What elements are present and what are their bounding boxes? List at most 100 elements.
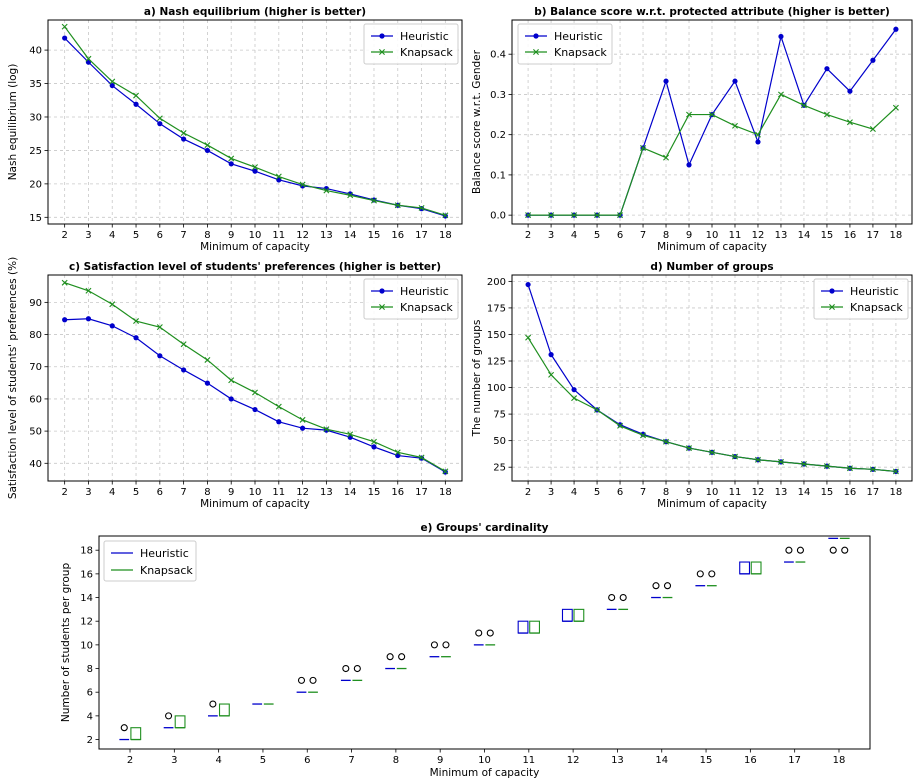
x-tick-label: 2 <box>525 487 531 498</box>
data-point-knapsack <box>594 406 601 413</box>
box-knapsack <box>750 561 762 575</box>
data-point-heuristic <box>204 380 211 386</box>
x-tick-label: 14 <box>798 230 811 241</box>
x-tick-label: 7 <box>640 230 646 241</box>
legend-box <box>813 278 909 320</box>
outlier-point <box>297 676 306 684</box>
x-tick-label: 11 <box>729 487 742 498</box>
legend-label: Knapsack <box>400 301 453 314</box>
x-tick-label: 6 <box>617 487 623 498</box>
data-point-knapsack <box>323 187 330 194</box>
x-tick-label: 9 <box>686 487 692 498</box>
x-tick-label: 2 <box>61 487 67 498</box>
data-point-heuristic <box>824 66 830 72</box>
legend-marker <box>379 304 385 310</box>
x-tick-label: 7 <box>180 230 186 241</box>
data-point-knapsack <box>525 334 532 341</box>
legend-marker <box>829 304 835 310</box>
outlier-point <box>619 593 627 602</box>
data-point-heuristic <box>62 317 68 323</box>
data-point-heuristic <box>204 147 211 154</box>
data-point-knapsack <box>180 341 187 348</box>
x-tick-label: 13 <box>611 755 624 766</box>
y-tick-label: 200 <box>487 277 506 288</box>
box-heuristic <box>517 620 529 634</box>
outlier-point <box>309 676 317 684</box>
data-point-heuristic <box>109 323 115 329</box>
data-point-heuristic <box>893 26 899 32</box>
y-tick-label: 25 <box>29 146 42 157</box>
outlier-point <box>442 641 450 649</box>
y-tick-label: 35 <box>29 79 42 90</box>
data-point-knapsack <box>252 164 258 171</box>
x-tick-label: 2 <box>525 230 531 241</box>
data-point-knapsack <box>394 449 401 456</box>
data-point-knapsack <box>156 115 163 122</box>
data-point-knapsack <box>617 422 624 429</box>
x-tick-label: 7 <box>640 487 646 498</box>
legend: Heuristic Knapsack <box>517 23 613 65</box>
outlier-point <box>796 546 804 554</box>
y-tick-label: 75 <box>493 410 506 421</box>
y-tick-label: 175 <box>487 303 506 314</box>
data-point-heuristic <box>62 35 68 41</box>
data-point-knapsack <box>394 202 401 209</box>
data-point-knapsack <box>347 192 354 199</box>
legend-marker <box>533 49 539 55</box>
data-point-knapsack <box>571 395 578 402</box>
y-axis-label: Balance score w.r.t. Gender <box>471 49 483 194</box>
legend-box <box>103 540 197 582</box>
data-point-knapsack <box>777 458 784 465</box>
data-point-knapsack <box>275 403 282 410</box>
x-axis-label: Minimum of capacity <box>200 241 310 253</box>
y-tick-label: 15 <box>29 213 42 224</box>
data-point-knapsack <box>663 154 670 161</box>
data-point-knapsack <box>418 204 425 211</box>
data-point-knapsack <box>686 445 693 452</box>
legend: Heuristic Knapsack <box>363 278 459 320</box>
x-tick-label: 4 <box>109 487 115 498</box>
data-point-knapsack <box>370 197 377 204</box>
y-tick-label: 50 <box>29 427 42 438</box>
x-tick-label: 10 <box>478 755 491 766</box>
data-point-knapsack <box>571 212 578 219</box>
y-tick-label: 18 <box>80 546 93 557</box>
x-tick-label: 12 <box>752 230 765 241</box>
outlier-point <box>353 664 361 673</box>
x-tick-label: 13 <box>320 230 333 241</box>
data-point-knapsack <box>180 130 187 137</box>
data-point-knapsack <box>892 468 899 475</box>
box-heuristic <box>561 608 573 622</box>
data-point-knapsack <box>323 426 330 433</box>
data-point-knapsack <box>133 92 140 99</box>
data-point-knapsack <box>61 23 68 30</box>
data-point-heuristic <box>778 33 784 40</box>
x-tick-label: 8 <box>393 755 399 766</box>
x-tick-label: 6 <box>157 230 163 241</box>
data-point-knapsack <box>731 453 738 460</box>
x-tick-label: 17 <box>415 230 428 241</box>
data-point-heuristic <box>371 444 377 450</box>
data-point-knapsack <box>61 279 68 286</box>
data-point-heuristic <box>181 136 187 142</box>
x-tick-label: 14 <box>655 755 668 766</box>
x-tick-label: 18 <box>833 755 846 766</box>
x-tick-label: 5 <box>133 487 139 498</box>
data-point-knapsack <box>869 126 876 133</box>
y-tick-label: 40 <box>29 459 42 470</box>
x-tick-label: 3 <box>548 230 554 241</box>
x-tick-label: 14 <box>798 487 811 498</box>
x-tick-label: 14 <box>344 230 357 241</box>
x-tick-label: 13 <box>320 487 333 498</box>
x-tick-label: 11 <box>522 755 535 766</box>
x-tick-label: 13 <box>775 487 788 498</box>
plot-frame <box>98 535 871 750</box>
x-tick-label: 4 <box>571 487 577 498</box>
outlier-point <box>209 700 217 708</box>
data-point-knapsack <box>846 119 853 126</box>
x-tick-label: 12 <box>752 487 765 498</box>
y-axis-label: Number of students per group <box>60 563 72 723</box>
data-point-knapsack <box>754 456 761 463</box>
legend: Heuristic Knapsack <box>103 540 197 582</box>
data-point-heuristic <box>686 162 692 168</box>
